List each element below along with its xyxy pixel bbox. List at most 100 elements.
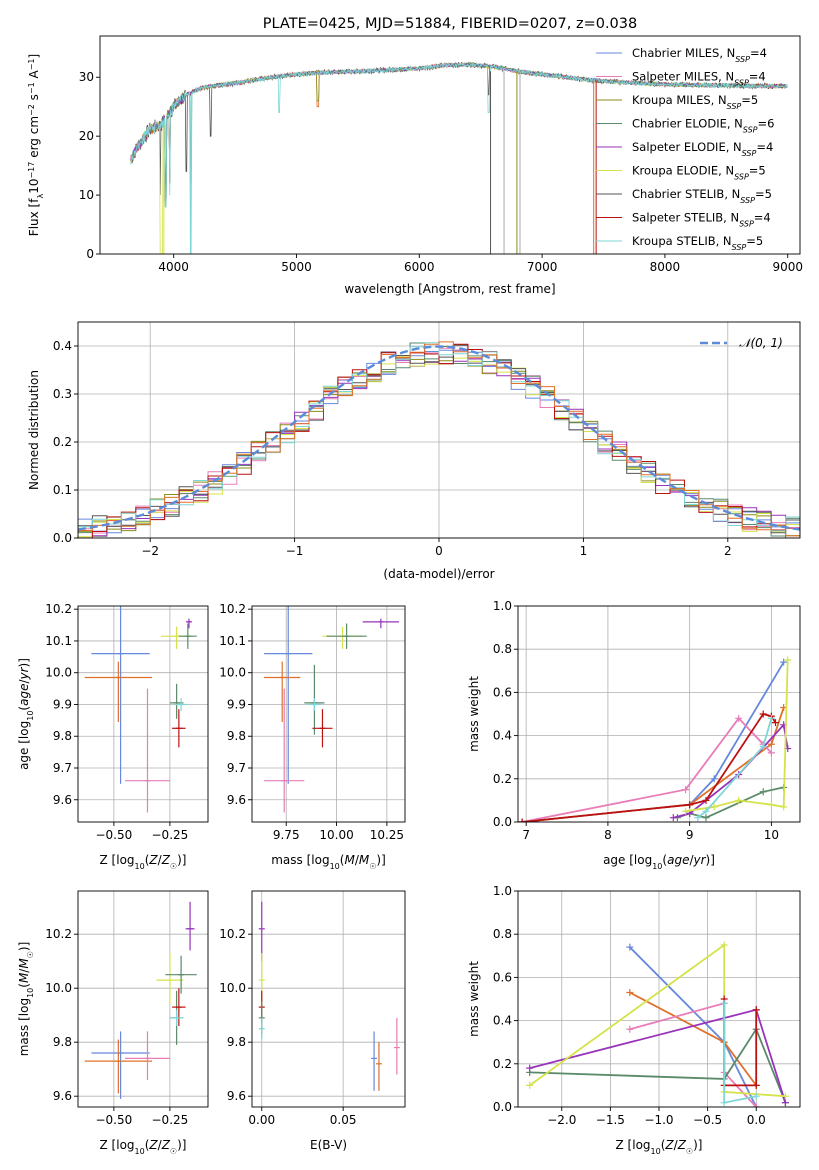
series-marker — [669, 814, 677, 822]
series-marker — [752, 1081, 760, 1089]
legend-sub: SSP — [734, 78, 749, 87]
axes-frame — [251, 605, 406, 823]
series-line-salpeter_miles — [521, 716, 773, 822]
legend-tail: =5 — [741, 93, 758, 107]
series-marker — [682, 807, 690, 815]
x-tick-label: 4000 — [158, 260, 189, 274]
x-tick-label: 0.0 — [747, 1113, 766, 1127]
series-marker — [720, 941, 728, 949]
label-part: ( — [17, 983, 31, 988]
plot-area-weight_vs_Z — [526, 941, 789, 1107]
x-axis-label: E(B-V) — [310, 1138, 347, 1152]
axes-weight_vs_Z: −2.0 −1.5 −1.0 −0.5 0.0 0.0 0.2 0.4 0.6 0.8 1.0 Z [… — [467, 884, 801, 1156]
series-marker — [784, 656, 792, 664]
plot-area-weight_vs_age — [518, 656, 792, 822]
label-part: / — [674, 1138, 679, 1152]
series-marker — [759, 742, 767, 750]
legend-sub: SSP — [739, 219, 754, 228]
y-tick-label: 20 — [79, 129, 94, 143]
label-part: M — [344, 853, 355, 867]
y-tick-label: 10.0 — [45, 981, 72, 995]
series-marker — [780, 658, 788, 666]
label-part: 10 — [652, 862, 662, 871]
x-tick-label: 6000 — [404, 260, 435, 274]
legend-label: Chabrier MILES, N — [632, 46, 735, 60]
legend-sub: SSP — [734, 172, 749, 181]
y-tick-label: 0 — [86, 247, 94, 261]
legend-entry: Salpeter STELIB, NSSP=4 — [632, 211, 771, 229]
label-part: Z [log — [100, 853, 135, 867]
axes-frame — [517, 605, 801, 823]
series-marker — [720, 1099, 728, 1107]
y-axis-label: mass [log10(M/M☉)] — [17, 942, 35, 1057]
x-axis-label: age [log10(age/yr)] — [603, 853, 715, 871]
axes-frame — [77, 890, 209, 1108]
series-marker — [720, 999, 728, 1007]
legend-tail: =4 — [749, 70, 766, 84]
y-tick-label: 9.6 — [53, 1089, 72, 1103]
legend-label: Kroupa ELODIE, N — [632, 164, 734, 178]
y-tick-label: 0.8 — [493, 927, 512, 941]
axes-frame — [251, 890, 406, 1108]
label-part: −1 — [27, 82, 36, 94]
legend-sub: SSP — [727, 102, 742, 111]
y-tick-label: 9.7 — [53, 761, 72, 775]
series-marker — [759, 710, 767, 718]
label-part: Z — [148, 1138, 158, 1152]
y-tick-label: 10.2 — [45, 602, 72, 616]
y-tick-label: 0.4 — [493, 1014, 512, 1028]
legend-label: Kroupa MILES, N — [632, 93, 727, 107]
x-tick-label: 8 — [604, 828, 612, 842]
label-part: −2 — [27, 104, 36, 116]
x-tick-label: 10.00 — [319, 828, 353, 842]
legend-sub: SSP — [743, 125, 758, 134]
axes-spectrum: 4000 5000 6000 7000 8000 9000 0 10 20 30 PLATE=042… — [27, 16, 803, 296]
series-line-salpeter_miles — [629, 1002, 757, 1107]
y-tick-label: 9.6 — [227, 793, 246, 807]
label-part: Flux [f — [27, 198, 41, 236]
series-line-chabrier_miles — [629, 946, 758, 1107]
y-tick-label: 0.2 — [53, 435, 72, 449]
series-marker — [767, 801, 775, 809]
legend-entry: Chabrier STELIB, NSSP=5 — [632, 187, 772, 205]
series-marker — [526, 1081, 534, 1089]
label-part: Z — [161, 1138, 171, 1152]
series-marker — [780, 803, 788, 811]
x-tick-label: −0.50 — [95, 828, 132, 842]
series-marker — [694, 814, 702, 822]
y-tick-label: 10.1 — [219, 634, 246, 648]
label-part: M — [359, 853, 370, 867]
label-part: Z [log — [616, 1138, 651, 1152]
legend-sub: SSP — [740, 196, 755, 205]
label-part: ( — [17, 706, 31, 711]
label-part: mass [log — [271, 853, 329, 867]
axes-frame — [99, 35, 801, 255]
label-part: s — [27, 94, 41, 104]
y-tick-label: 0.8 — [493, 642, 512, 656]
legend-sub: SSP — [735, 55, 750, 64]
y-tick-label: 0.1 — [53, 483, 72, 497]
series-line-kroupa_stelib — [697, 718, 773, 819]
x-tick-label: 2 — [724, 544, 732, 558]
label-part: yr — [693, 853, 707, 867]
series-marker — [781, 1099, 789, 1107]
label-part: age — [667, 853, 689, 867]
y-tick-label: 0.0 — [53, 531, 72, 545]
legend-tail: =5 — [749, 164, 766, 178]
legend-entry: 𝒩(0, 1) — [739, 336, 783, 350]
x-tick-label: −0.50 — [95, 1113, 132, 1127]
x-tick-label: 7000 — [527, 260, 558, 274]
y-tick-label: 10.2 — [219, 602, 246, 616]
plot-area-mass_vs_Z — [84, 901, 197, 1099]
y-tick-label: 9.9 — [53, 697, 72, 711]
label-part: 10 — [135, 1147, 145, 1156]
legend-entry: Chabrier ELODIE, NSSP=6 — [632, 117, 774, 135]
series-marker — [518, 818, 526, 822]
plot-area-residuals — [78, 341, 800, 538]
spectrum-line-kroupa_stelib — [130, 62, 788, 254]
y-tick-label: 0.4 — [53, 339, 72, 353]
x-tick-label: −1.0 — [644, 1113, 673, 1127]
y-tick-label: 0.6 — [493, 970, 512, 984]
legend-entry: Kroupa MILES, NSSP=5 — [632, 93, 758, 111]
